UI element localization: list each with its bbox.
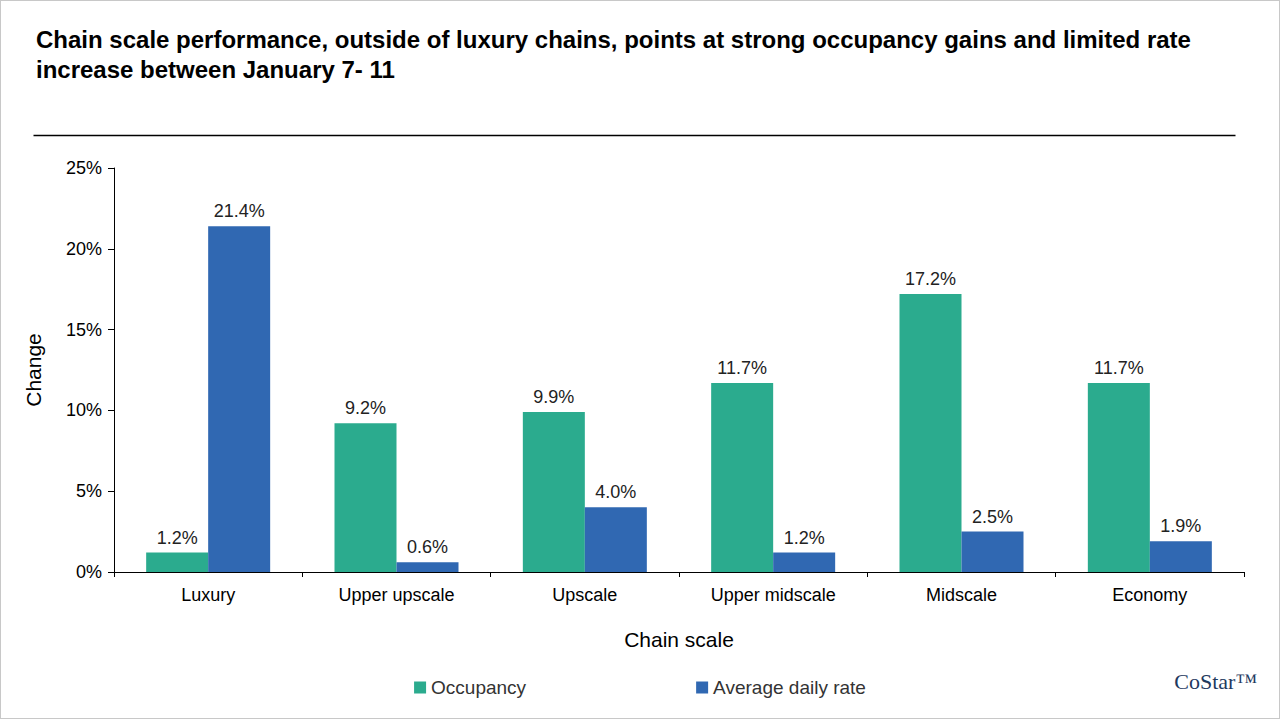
svg-text:11.7%: 11.7% [1094,358,1144,378]
svg-text:1.9%: 1.9% [1160,516,1201,536]
svg-text:Economy: Economy [1112,585,1187,605]
svg-text:9.9%: 9.9% [533,387,574,407]
svg-text:9.2%: 9.2% [345,398,386,418]
svg-text:Upscale: Upscale [552,585,617,605]
svg-text:17.2%: 17.2% [905,269,956,289]
svg-text:25%: 25% [66,158,102,178]
svg-text:15%: 15% [66,320,102,340]
svg-text:4.0%: 4.0% [595,482,636,502]
svg-text:10%: 10% [66,400,102,420]
svg-text:Luxury: Luxury [181,585,235,605]
svg-text:0%: 0% [76,562,102,582]
svg-text:Average daily rate: Average daily rate [713,677,866,698]
svg-text:Occupancy: Occupancy [431,677,527,698]
svg-text:20%: 20% [66,239,102,259]
svg-text:5%: 5% [76,481,102,501]
svg-text:increase between January 7- 11: increase between January 7- 11 [36,56,395,83]
svg-text:11.7%: 11.7% [717,358,767,378]
svg-text:Change: Change [22,333,45,407]
svg-text:Upper upscale: Upper upscale [338,585,454,605]
svg-text:0.6%: 0.6% [407,537,448,557]
svg-text:Chain scale performance, outsi: Chain scale performance, outside of luxu… [36,26,1198,53]
svg-text:Midscale: Midscale [926,585,997,605]
svg-text:Upper midscale: Upper midscale [711,585,836,605]
svg-text:1.2%: 1.2% [784,528,825,548]
svg-text:21.4%: 21.4% [214,201,265,221]
svg-text:1.2%: 1.2% [157,528,198,548]
svg-text:Chain scale: Chain scale [624,628,734,651]
svg-text:2.5%: 2.5% [972,507,1013,527]
svg-text:CoStar™: CoStar™ [1174,669,1257,694]
